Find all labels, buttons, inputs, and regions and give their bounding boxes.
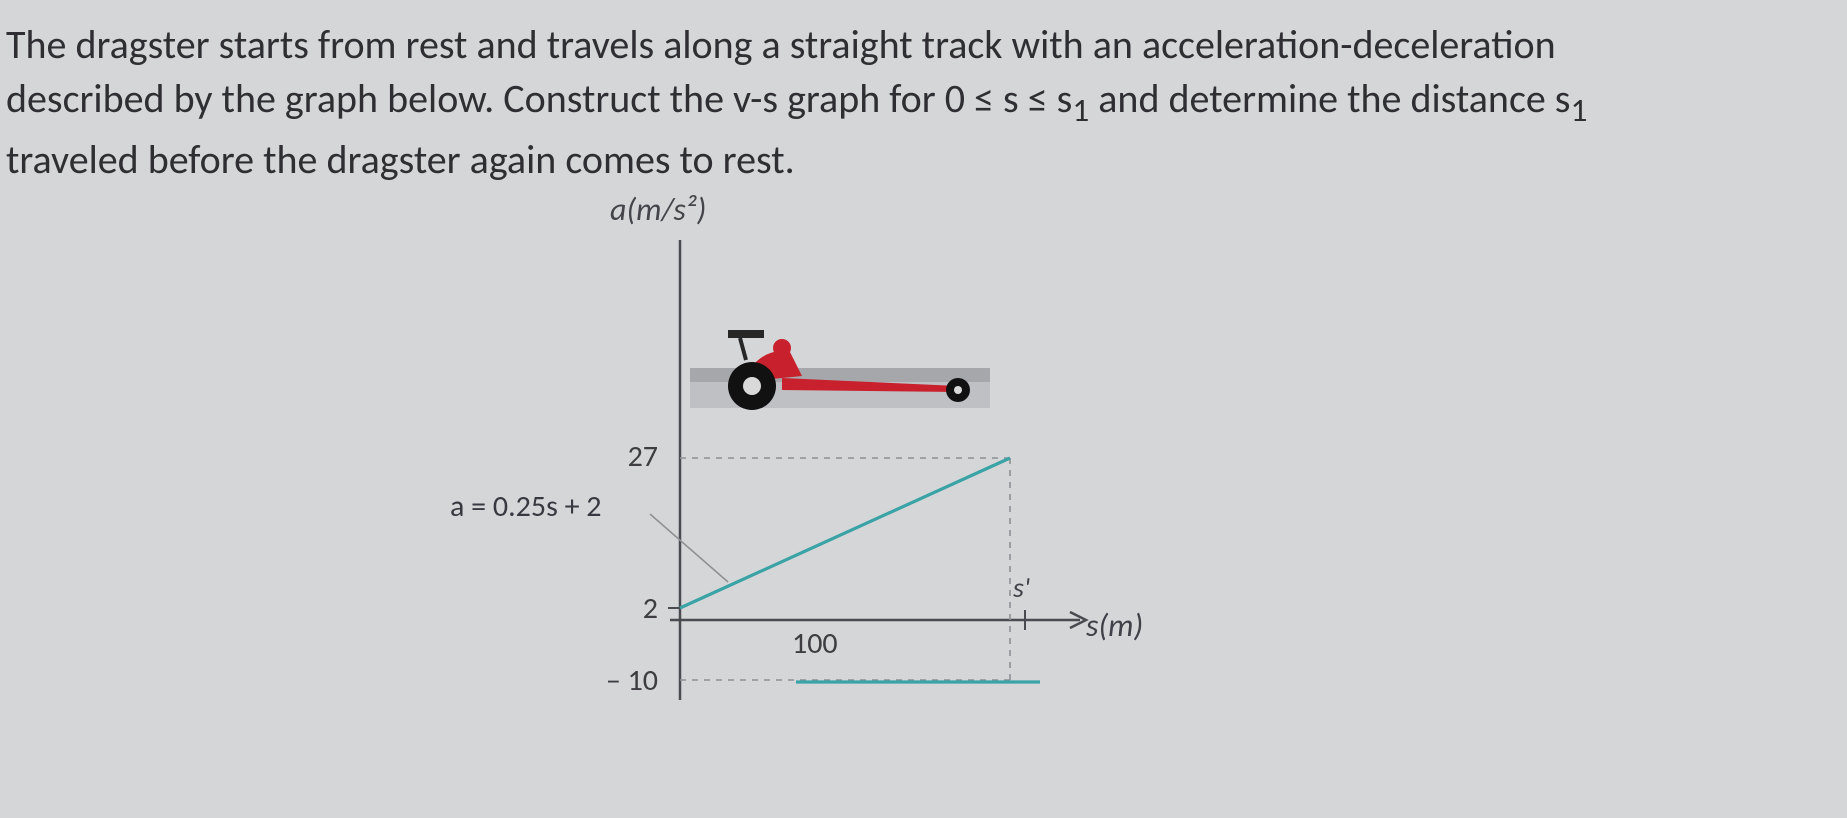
- dragster-front-hub: [954, 386, 962, 394]
- dragster-helmet: [773, 339, 791, 357]
- problem-line-1: The dragster starts from rest and travel…: [6, 18, 1837, 72]
- problem-line-3: traveled before the dragster again comes…: [6, 133, 1837, 187]
- figure-area: a(m/s²) 27 2 – 10 a = 0.25s + 2 100 s' s…: [480, 200, 1240, 760]
- equation-pointer: [650, 514, 728, 582]
- dragster-icon: [690, 290, 990, 430]
- chart-svg: [480, 200, 1240, 760]
- dragster-wing-strut: [740, 338, 746, 360]
- dragster-wing: [728, 330, 764, 338]
- problem-statement: The dragster starts from rest and travel…: [0, 0, 1847, 187]
- accel-line: [680, 458, 1010, 608]
- problem-line-2: described by the graph below. Construct …: [6, 72, 1837, 133]
- dragster-rear-hub: [743, 377, 761, 395]
